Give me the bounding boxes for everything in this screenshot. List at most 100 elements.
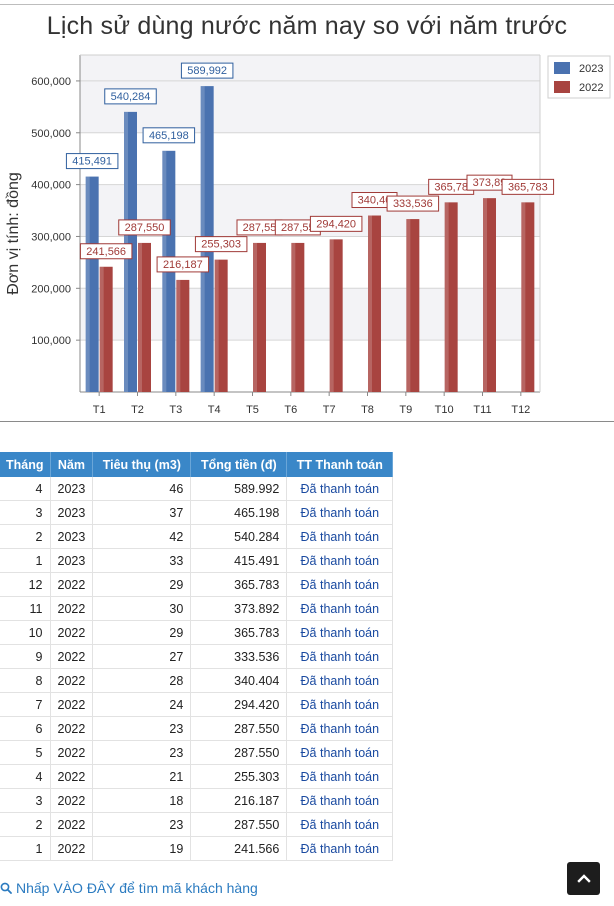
data-label-2022: 365,783 [501,178,555,195]
cell-month: 11 [0,596,51,621]
data-label-2023: 465,198 [142,127,196,144]
cell-amount: 540.284 [190,524,288,549]
table-row: 1 2023 33 415.491 Đã thanh toán [0,548,394,573]
bar-2022 [99,266,113,392]
cell-amount: 333.536 [190,644,288,669]
chart-divider [0,421,614,422]
x-tick-label: T12 [511,404,530,416]
table-row: 8 2022 28 340.404 Đã thanh toán [0,668,394,693]
cell-consumption: 27 [92,644,192,669]
cell-month: 6 [0,716,51,741]
bar-2022 [253,242,266,392]
svg-text:589,992: 589,992 [187,65,227,77]
y-tick-label: 600,000 [31,76,71,88]
cell-year: 2022 [50,620,94,645]
cell-year: 2022 [50,572,94,597]
table-row: 3 2022 18 216.187 Đã thanh toán [0,788,394,813]
svg-text:287,550: 287,550 [125,222,165,234]
cell-amount: 255.303 [190,764,288,789]
legend-swatch-2023 [554,62,570,74]
bar-highlight [483,198,487,392]
data-label-2022: 287,55 [236,219,283,236]
cell-consumption: 37 [92,500,192,525]
svg-text:241,566: 241,566 [86,246,126,258]
cell-consumption: 28 [92,668,192,693]
cell-payment-status: Đã thanh toán [286,644,394,669]
cell-year: 2022 [50,716,94,741]
cell-amount: 365.783 [190,620,288,645]
bar-2023 [85,176,99,392]
cell-consumption: 46 [92,477,192,501]
header-amount: Tổng tiền (đ) [190,452,288,477]
cell-month: 7 [0,692,51,717]
cell-payment-status: Đã thanh toán [286,764,394,789]
x-tick-label: T2 [131,404,144,416]
cell-year: 2022 [50,668,94,693]
bar-highlight [444,202,449,392]
x-tick-label: T1 [93,404,106,416]
data-label-2022: 241,566 [79,243,133,260]
cell-year: 2022 [50,740,94,765]
search-icon [0,882,12,894]
x-tick-label: T6 [284,404,297,416]
table-body: 4 2023 46 589.992 Đã thanh toán 3 2023 37 465.19… [0,477,394,861]
cell-consumption: 23 [92,740,192,765]
cell-payment-status: Đã thanh toán [286,524,394,549]
cell-amount: 294.420 [190,692,288,717]
cell-month: 3 [0,788,51,813]
cell-month: 9 [0,644,51,669]
bar-2022 [176,279,190,392]
bar-highlight [176,279,181,392]
data-label-2022: 255,303 [194,236,248,253]
cell-month: 2 [0,524,51,549]
bar-highlight [291,242,296,392]
search-customer-link[interactable]: Nhấp VÀO ĐÂY để tìm mã khách hàng [0,880,258,896]
svg-text:415,491: 415,491 [72,156,112,168]
cell-month: 10 [0,620,51,645]
svg-text:340,40: 340,40 [358,195,392,207]
bar-2022 [368,215,381,392]
cell-payment-status: Đã thanh toán [286,668,394,693]
cell-consumption: 24 [92,692,192,717]
data-label-2022: 373,89 [466,174,513,191]
table-row: 11 2022 30 373.892 Đã thanh toán [0,596,394,621]
cell-year: 2022 [50,692,94,717]
cell-amount: 216.187 [190,788,288,813]
cell-consumption: 30 [92,596,192,621]
x-tick-label: T10 [435,404,454,416]
chart-title: Lịch sử dùng nước năm nay so với năm trư… [46,12,568,40]
cell-amount: 287.550 [190,716,288,741]
scroll-to-top-button[interactable] [567,862,600,895]
cell-payment-status: Đã thanh toán [286,788,394,813]
cell-consumption: 29 [92,620,192,645]
x-tick-label: T4 [208,404,221,416]
table-header-row: Tháng Năm Tiêu thụ (m3) Tổng tiền (đ) TT… [0,452,394,477]
cell-payment-status: Đã thanh toán [286,596,394,621]
cell-consumption: 33 [92,548,192,573]
cell-year: 2022 [50,788,94,813]
svg-text:365,78: 365,78 [434,181,468,193]
cell-payment-status: Đã thanh toán [286,477,394,501]
cell-month: 4 [0,764,51,789]
cell-year: 2022 [50,836,94,861]
cell-consumption: 23 [92,716,192,741]
header-payment-status: TT Thanh toán [286,452,394,477]
data-label-2023: 540,284 [104,88,157,105]
table-row: 5 2022 23 287.550 Đã thanh toán [0,740,394,765]
data-label-2022: 340,40 [351,192,398,209]
data-label-2022: 294,420 [309,215,363,232]
data-label-2022: 333,536 [386,195,440,212]
bar-highlight [368,215,372,392]
cell-year: 2022 [50,812,94,837]
bar-highlight [99,266,104,392]
bar-highlight [329,239,334,392]
cell-consumption: 29 [92,572,192,597]
bar-highlight [138,242,142,392]
cell-amount: 287.550 [190,812,288,837]
bar-2022 [329,239,343,392]
cell-consumption: 23 [92,812,192,837]
legend-swatch-2022 [554,81,570,93]
cell-month: 12 [0,572,51,597]
svg-text:287,55: 287,55 [281,222,315,234]
cell-consumption: 42 [92,524,192,549]
